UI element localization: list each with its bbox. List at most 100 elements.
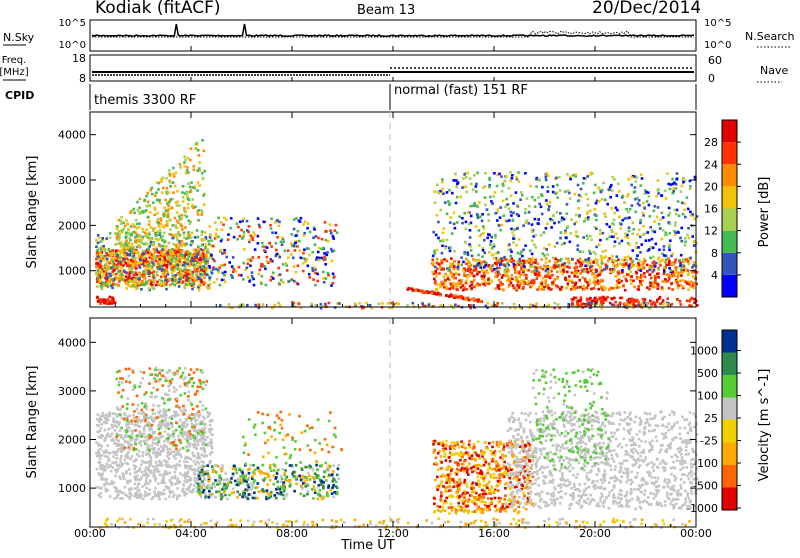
power-cell — [581, 303, 584, 306]
power-cell — [252, 278, 255, 281]
power-cell — [446, 288, 449, 291]
power-cell — [150, 283, 153, 286]
power-cell — [442, 267, 445, 270]
power-cell — [149, 211, 152, 214]
power-cell — [641, 280, 644, 283]
power-cell — [514, 228, 517, 231]
velocity-cell — [136, 421, 139, 424]
power-cell — [199, 262, 202, 265]
power-cell — [193, 285, 196, 288]
power-cell — [159, 229, 162, 232]
power-cell — [686, 234, 689, 237]
power-cell — [266, 260, 269, 263]
power-cell — [437, 292, 440, 295]
power-cell — [146, 192, 149, 195]
power-cell — [247, 263, 250, 266]
power-cell — [142, 250, 145, 253]
power-cell — [172, 243, 175, 246]
power-cell — [279, 273, 282, 276]
power-cell — [219, 304, 222, 307]
power-cell — [671, 262, 674, 265]
power-cell — [141, 242, 144, 245]
velocity-cell — [151, 428, 154, 431]
velocity-cell — [159, 436, 162, 439]
power-cell — [111, 257, 114, 260]
power-cell — [593, 261, 596, 264]
power-cell — [515, 176, 518, 179]
power-cell — [132, 223, 135, 226]
power-cell — [110, 285, 113, 288]
power-cell — [266, 256, 269, 259]
power-cell — [246, 304, 249, 307]
power-cell — [143, 278, 146, 281]
power-cell — [460, 286, 463, 289]
power-cell — [270, 245, 273, 248]
velocity-cell — [145, 477, 148, 480]
velocity-cell — [140, 444, 143, 447]
power-cell — [300, 217, 303, 220]
power-cell — [594, 184, 597, 187]
power-cell — [541, 213, 544, 216]
power-cell — [436, 258, 439, 261]
power-cell — [593, 192, 596, 195]
power-cell — [160, 283, 163, 286]
power-cell — [435, 289, 438, 292]
power-cell — [133, 282, 136, 285]
power-cell — [117, 263, 120, 266]
power-cell — [197, 181, 200, 184]
power-cell — [597, 298, 600, 301]
power-cell — [161, 262, 164, 265]
velocity-cell — [209, 431, 212, 434]
power-cell — [572, 298, 575, 301]
power-cell — [586, 175, 589, 178]
power-cell — [527, 222, 530, 225]
power-cell — [625, 259, 628, 262]
power-cell — [272, 272, 275, 275]
power-cell — [570, 232, 573, 235]
velocity-cell — [128, 468, 131, 471]
power-cell — [669, 232, 672, 235]
power-cell — [627, 211, 630, 214]
power-cell — [117, 266, 120, 269]
power-cell — [247, 276, 250, 279]
velocity-cell — [123, 459, 126, 462]
velocity-cell — [150, 416, 153, 419]
power-cell — [97, 234, 100, 237]
power-cell — [185, 272, 188, 275]
power-cell — [185, 191, 188, 194]
power-cell — [299, 220, 302, 223]
power-cell — [134, 237, 137, 240]
velocity-cell — [122, 389, 125, 392]
power-cell — [258, 273, 261, 276]
velocity-cell — [149, 480, 152, 483]
power-cell — [101, 275, 104, 278]
velocity-cell — [210, 441, 213, 444]
velocity-cell — [155, 456, 158, 459]
velocity-cell — [144, 491, 147, 494]
power-cell — [329, 223, 332, 226]
power-cell — [161, 259, 164, 262]
power-cell — [668, 246, 671, 249]
power-cell — [175, 233, 178, 236]
power-cell — [220, 249, 223, 252]
velocity-cell — [107, 433, 110, 436]
power-cell — [458, 216, 461, 219]
power-cell — [625, 278, 628, 281]
velocity-cell — [176, 370, 179, 373]
power-cell — [556, 196, 559, 199]
power-cell — [600, 255, 603, 258]
power-cell — [292, 257, 295, 260]
velocity-cell — [157, 482, 160, 485]
power-cell — [635, 246, 638, 249]
power-cell — [129, 279, 132, 282]
power-cell — [500, 175, 503, 178]
power-cell — [254, 248, 257, 251]
power-cell — [472, 258, 475, 261]
power-cell — [691, 297, 694, 300]
power-cell — [194, 185, 197, 188]
power-cell — [167, 212, 170, 215]
power-cell — [133, 274, 136, 277]
power-cell — [518, 272, 521, 275]
power-cell — [538, 266, 541, 269]
power-cell — [691, 213, 694, 216]
